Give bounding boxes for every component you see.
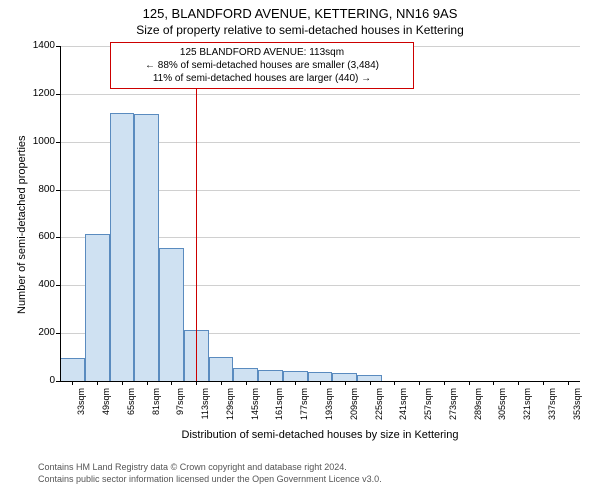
x-tick-mark <box>543 381 544 385</box>
x-tick-mark <box>493 381 494 385</box>
y-tick-label: 1000 <box>25 136 55 147</box>
x-tick-label: 129sqm <box>225 388 235 432</box>
x-tick-label: 225sqm <box>374 388 384 432</box>
x-tick-label: 33sqm <box>76 388 86 432</box>
x-tick-label: 337sqm <box>547 388 557 432</box>
x-tick-label: 305sqm <box>497 388 507 432</box>
marker-line <box>196 46 197 381</box>
histogram-bar <box>308 372 333 381</box>
x-tick-mark <box>469 381 470 385</box>
y-tick-label: 0 <box>25 375 55 386</box>
footer-attribution: Contains HM Land Registry data © Crown c… <box>38 462 382 485</box>
histogram-bar <box>258 370 283 381</box>
histogram-bar <box>159 248 184 381</box>
x-tick-mark <box>444 381 445 385</box>
x-tick-label: 161sqm <box>274 388 284 432</box>
x-tick-mark <box>221 381 222 385</box>
x-tick-label: 257sqm <box>423 388 433 432</box>
y-tick-label: 600 <box>25 231 55 242</box>
histogram-bar <box>60 358 85 381</box>
x-tick-mark <box>345 381 346 385</box>
chart-title: 125, BLANDFORD AVENUE, KETTERING, NN16 9… <box>0 0 600 21</box>
x-tick-mark <box>320 381 321 385</box>
x-tick-label: 289sqm <box>473 388 483 432</box>
x-tick-label: 49sqm <box>101 388 111 432</box>
x-tick-label: 209sqm <box>349 388 359 432</box>
x-tick-mark <box>394 381 395 385</box>
histogram-bar <box>85 234 110 381</box>
x-tick-mark <box>246 381 247 385</box>
x-tick-mark <box>370 381 371 385</box>
x-tick-label: 145sqm <box>250 388 260 432</box>
x-tick-label: 353sqm <box>572 388 582 432</box>
x-tick-mark <box>147 381 148 385</box>
y-tick-label: 1200 <box>25 88 55 99</box>
x-tick-label: 177sqm <box>299 388 309 432</box>
x-tick-label: 113sqm <box>200 388 210 432</box>
x-tick-label: 241sqm <box>398 388 408 432</box>
x-tick-mark <box>196 381 197 385</box>
histogram-plot <box>60 46 580 381</box>
chart-subtitle: Size of property relative to semi-detach… <box>0 21 600 37</box>
y-tick-label: 1400 <box>25 40 55 51</box>
x-tick-mark <box>122 381 123 385</box>
info-line3: 11% of semi-detached houses are larger (… <box>117 72 407 85</box>
x-tick-mark <box>568 381 569 385</box>
x-tick-mark <box>419 381 420 385</box>
x-tick-mark <box>295 381 296 385</box>
x-tick-mark <box>72 381 73 385</box>
footer-line2: Contains public sector information licen… <box>38 474 382 486</box>
x-tick-label: 193sqm <box>324 388 334 432</box>
histogram-bar <box>209 357 234 381</box>
x-tick-label: 65sqm <box>126 388 136 432</box>
y-tick-label: 800 <box>25 184 55 195</box>
x-tick-label: 81sqm <box>151 388 161 432</box>
x-tick-label: 321sqm <box>522 388 532 432</box>
x-tick-mark <box>171 381 172 385</box>
info-line1: 125 BLANDFORD AVENUE: 113sqm <box>117 46 407 59</box>
x-tick-label: 97sqm <box>175 388 185 432</box>
info-line2: ← 88% of semi-detached houses are smalle… <box>117 59 407 72</box>
x-tick-mark <box>270 381 271 385</box>
x-tick-mark <box>97 381 98 385</box>
histogram-bar <box>134 114 159 381</box>
info-annotation-box: 125 BLANDFORD AVENUE: 113sqm ← 88% of se… <box>110 42 414 89</box>
histogram-bar <box>283 371 308 381</box>
y-axis-line <box>60 46 61 381</box>
x-tick-label: 273sqm <box>448 388 458 432</box>
footer-line1: Contains HM Land Registry data © Crown c… <box>38 462 382 474</box>
y-tick-label: 200 <box>25 327 55 338</box>
histogram-bar <box>233 368 258 381</box>
y-tick-label: 400 <box>25 279 55 290</box>
histogram-bar <box>110 113 135 381</box>
x-tick-mark <box>518 381 519 385</box>
grid-line <box>60 94 580 95</box>
histogram-bar <box>332 373 357 381</box>
